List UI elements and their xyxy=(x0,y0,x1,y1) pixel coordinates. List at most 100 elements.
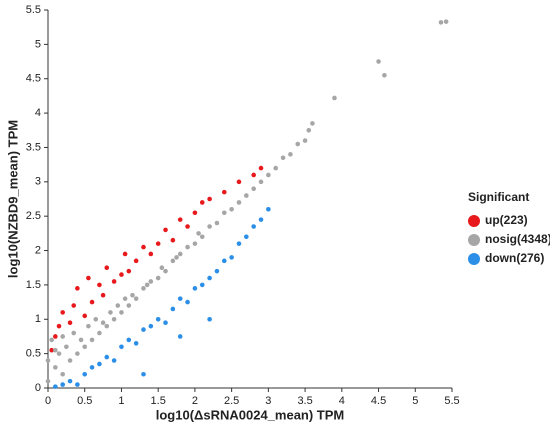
point xyxy=(89,299,95,305)
point xyxy=(100,292,106,298)
x-tick-label: 3.5 xyxy=(297,395,312,407)
point xyxy=(67,320,73,326)
point xyxy=(170,237,176,243)
point xyxy=(75,382,80,387)
point xyxy=(148,323,154,329)
point xyxy=(71,330,77,336)
point xyxy=(60,310,65,315)
point xyxy=(170,258,176,264)
point xyxy=(53,365,58,370)
point xyxy=(170,306,176,312)
y-tick-label: 1.5 xyxy=(26,279,41,291)
point xyxy=(229,207,234,212)
point xyxy=(122,296,128,301)
point xyxy=(214,220,220,226)
point xyxy=(141,327,146,332)
point xyxy=(126,303,132,308)
point xyxy=(71,303,77,308)
point xyxy=(93,316,99,322)
point xyxy=(185,244,190,250)
point xyxy=(382,72,387,78)
y-tick-label: 5.5 xyxy=(26,4,41,16)
point xyxy=(111,316,117,322)
point xyxy=(332,95,337,101)
point xyxy=(376,59,381,64)
point xyxy=(49,347,54,353)
point xyxy=(97,282,102,288)
point xyxy=(288,152,293,157)
point xyxy=(67,358,73,363)
point xyxy=(196,231,201,236)
x-tick-label: 0 xyxy=(45,395,51,407)
point xyxy=(49,337,54,343)
legend-marker xyxy=(468,215,480,227)
x-axis-title: log10(ΔsRNA0024_mean) TPM xyxy=(156,407,345,422)
y-tick-label: 0 xyxy=(35,382,41,394)
y-tick-label: 0.5 xyxy=(26,348,41,360)
point xyxy=(119,344,124,350)
point xyxy=(266,172,271,178)
point xyxy=(177,217,183,222)
point xyxy=(207,275,212,281)
point xyxy=(122,251,128,257)
point xyxy=(82,313,88,319)
point xyxy=(141,371,146,377)
x-tick-label: 1 xyxy=(118,395,124,407)
x-tick-label: 1.5 xyxy=(151,395,166,407)
y-tick-label: 1 xyxy=(35,313,41,325)
point xyxy=(207,196,212,202)
point xyxy=(438,20,444,25)
point xyxy=(251,224,256,229)
point xyxy=(155,241,161,246)
point xyxy=(104,323,110,329)
x-tick-label: 4.5 xyxy=(371,395,386,407)
y-tick-label: 4.5 xyxy=(26,73,41,85)
point xyxy=(104,354,110,360)
point xyxy=(163,320,168,326)
point xyxy=(174,255,179,260)
point xyxy=(258,165,264,171)
point xyxy=(244,234,249,240)
legend-label: nosig(4348) xyxy=(485,232,550,246)
y-tick-label: 2.5 xyxy=(26,210,41,222)
point xyxy=(443,19,449,24)
legend-label: up(223) xyxy=(485,213,528,227)
point xyxy=(192,241,198,246)
point xyxy=(236,200,242,205)
point xyxy=(207,316,212,322)
x-tick-label: 3 xyxy=(265,395,271,407)
point xyxy=(75,286,80,291)
point xyxy=(60,334,65,339)
point xyxy=(144,282,150,288)
point xyxy=(78,337,84,343)
point xyxy=(130,292,135,298)
x-tick-label: 5.5 xyxy=(444,395,459,407)
point xyxy=(97,330,102,336)
point xyxy=(148,279,154,284)
y-tick-label: 3.5 xyxy=(26,141,41,153)
point xyxy=(115,303,121,308)
point xyxy=(104,265,110,271)
point xyxy=(236,179,242,185)
point xyxy=(141,286,146,291)
point xyxy=(155,275,161,281)
point xyxy=(111,358,117,363)
point xyxy=(251,172,256,178)
point xyxy=(56,351,62,356)
point xyxy=(100,320,106,326)
point xyxy=(60,382,65,387)
y-axis-title: log10(NZBD9_mean) TPM xyxy=(5,120,20,278)
point xyxy=(199,200,205,205)
point xyxy=(53,334,58,339)
point xyxy=(199,282,205,288)
point xyxy=(258,217,264,222)
point xyxy=(75,351,80,356)
point xyxy=(45,358,51,363)
point xyxy=(64,344,69,350)
point xyxy=(251,186,256,191)
point xyxy=(192,210,198,216)
y-tick-label: 3 xyxy=(35,176,41,188)
point xyxy=(163,227,168,233)
point xyxy=(280,155,286,161)
